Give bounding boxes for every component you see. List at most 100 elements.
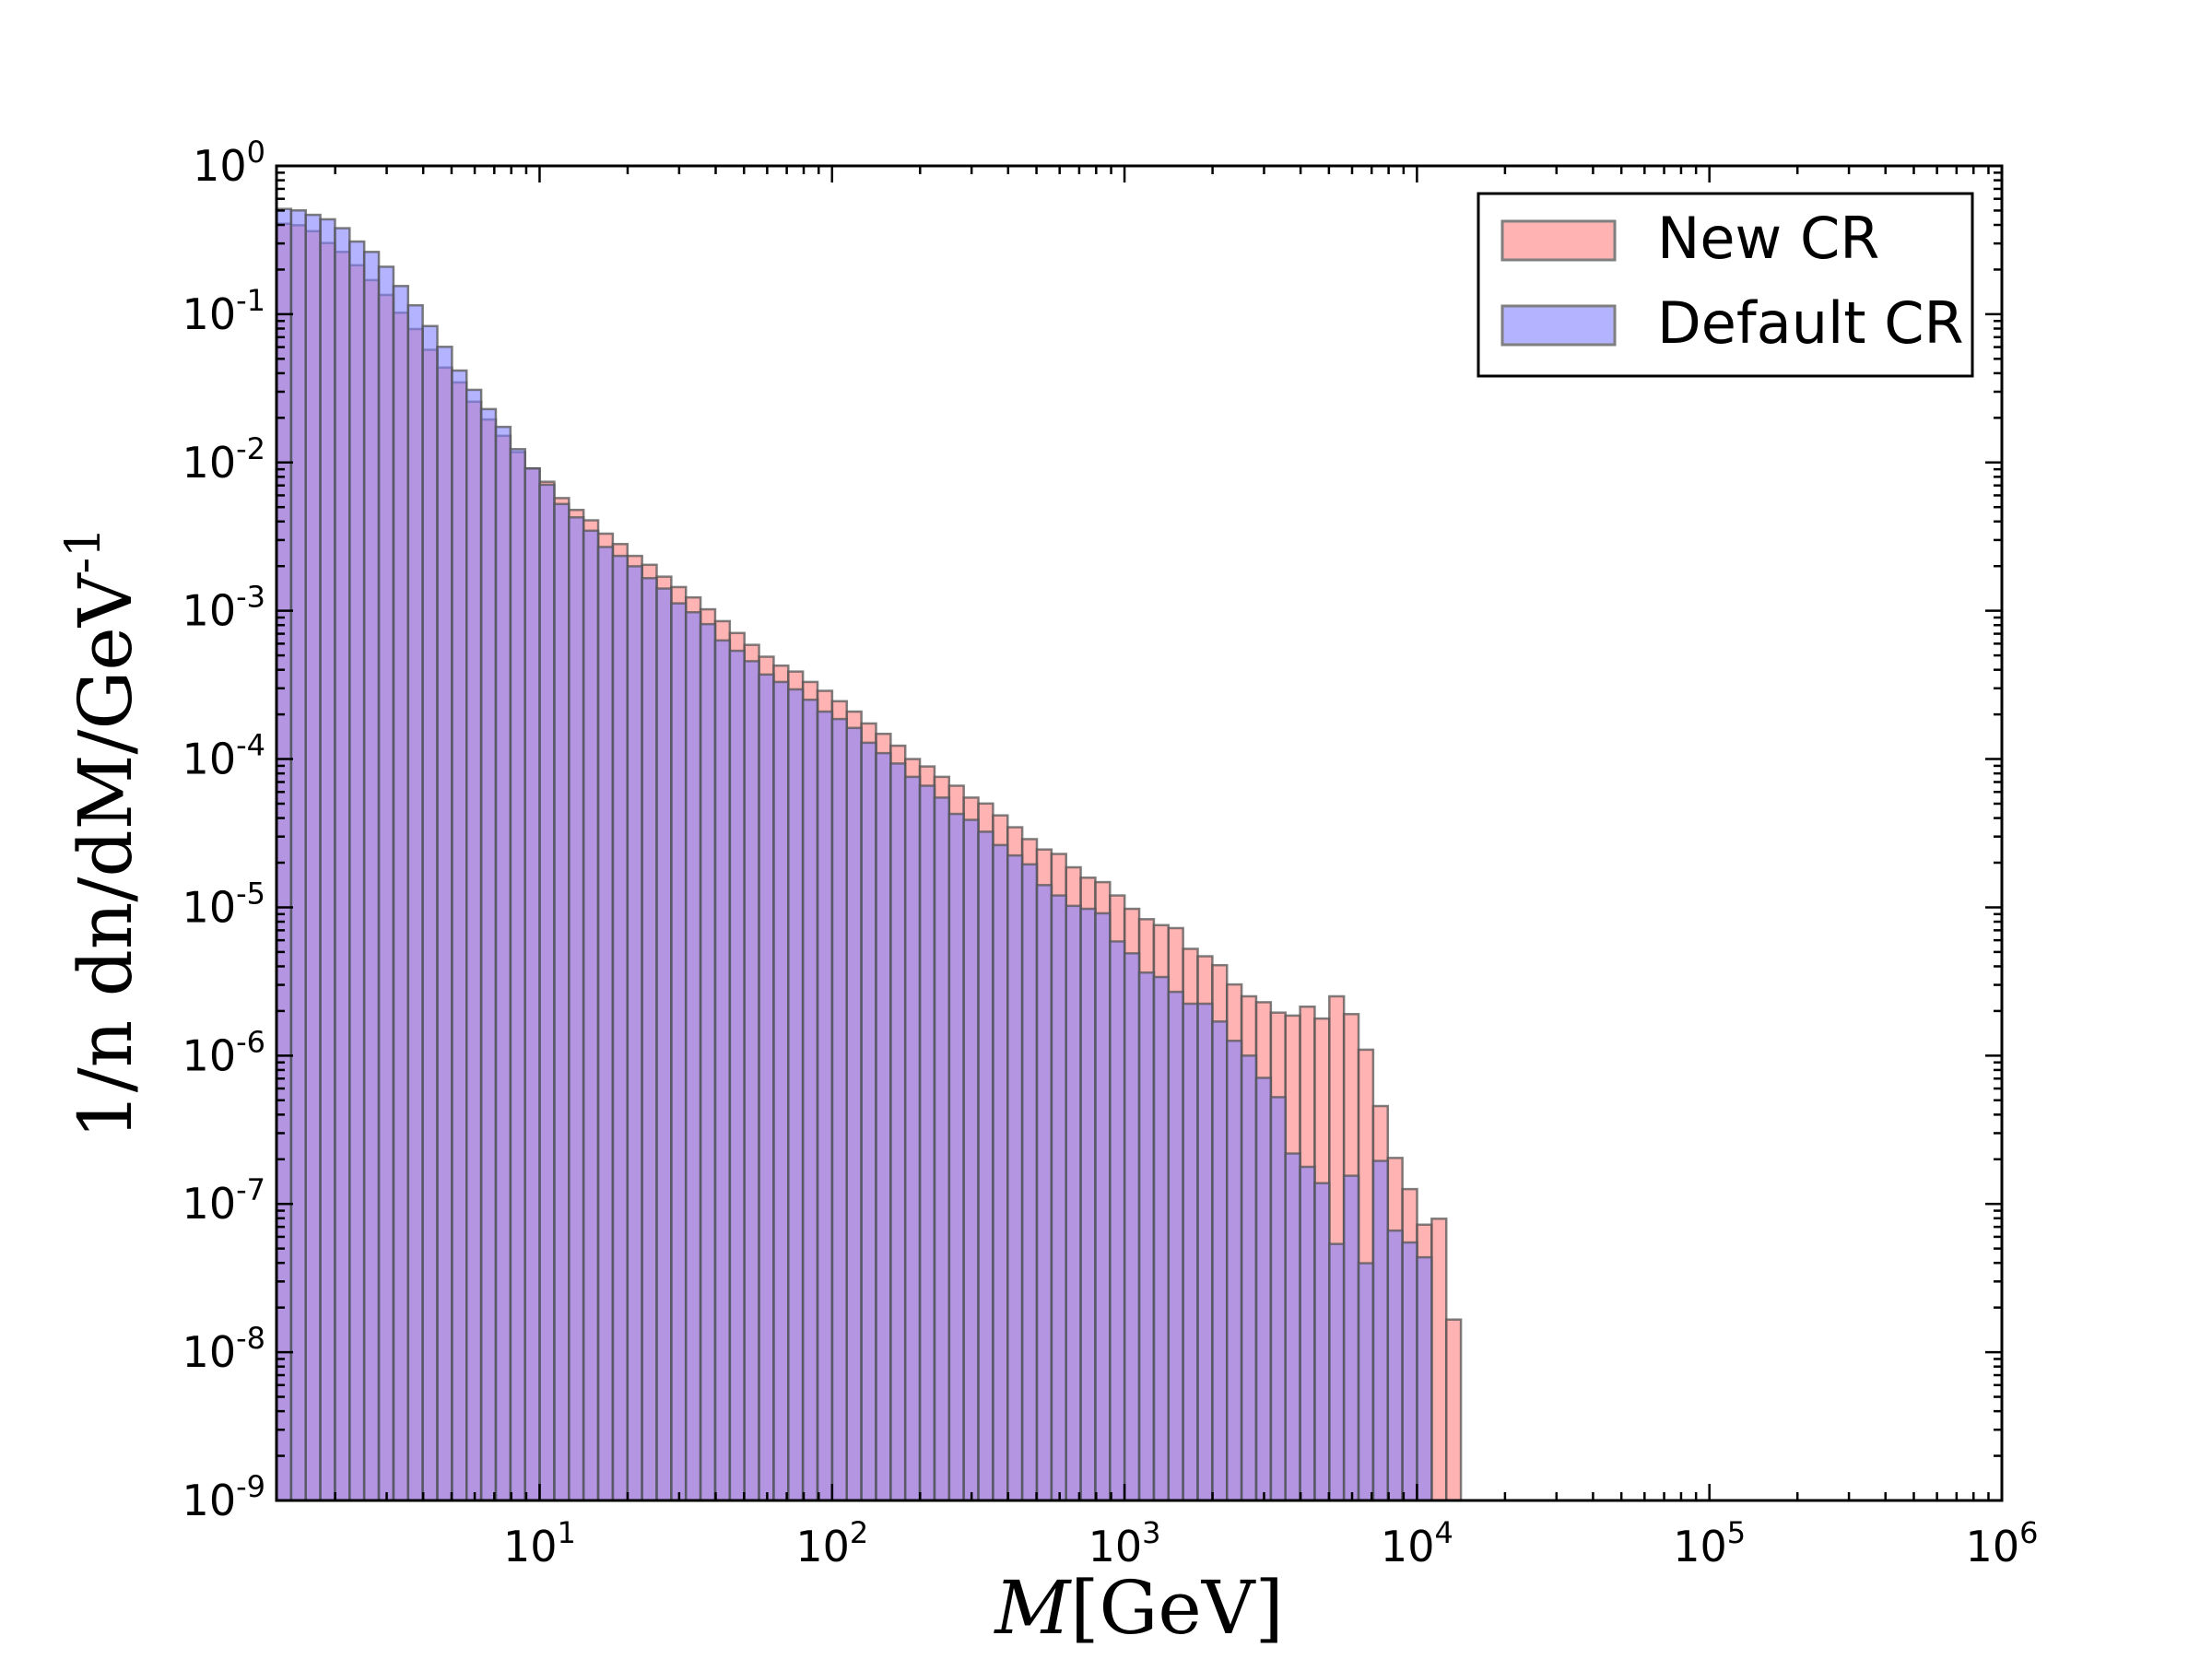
- bar-default-cr: [903, 775, 922, 1502]
- plot-frame: [275, 164, 2004, 1502]
- bar-default-cr: [1328, 1242, 1346, 1502]
- legend-label-default-cr: Default CR: [1657, 289, 1964, 357]
- bar-default-cr: [641, 577, 658, 1502]
- bar-default-cr: [860, 741, 877, 1502]
- bar-default-cr: [1123, 952, 1141, 1502]
- bar-default-cr: [304, 213, 322, 1502]
- bar-default-cr: [568, 516, 585, 1502]
- bar-default-cr: [1269, 1096, 1287, 1502]
- y-tick-labels: 100 10-1 10-2 10-3 10-4 10-5 10-6 10-7 10-8 10-9: [182, 135, 265, 1525]
- y-axis-title: 1/n dn/dM/GeV-1: [56, 527, 148, 1139]
- bar-default-cr: [801, 698, 819, 1502]
- bar-default-cr: [1182, 1002, 1199, 1502]
- bar-default-cr: [977, 830, 994, 1502]
- y-tick-label: 100: [193, 135, 265, 191]
- bar-default-cr: [524, 466, 541, 1502]
- bar-default-cr: [582, 529, 600, 1502]
- bar-default-cr: [743, 660, 760, 1502]
- bar-default-cr: [421, 324, 439, 1502]
- bar-default-cr: [933, 796, 951, 1502]
- series-default-cr-bars: [275, 207, 1433, 1502]
- x-tick-label: 103: [1088, 1515, 1161, 1571]
- bar-default-cr: [348, 240, 366, 1502]
- bar-default-cr: [1240, 1054, 1258, 1502]
- bar-default-cr: [816, 710, 834, 1502]
- bar-default-cr: [1050, 894, 1067, 1502]
- bar-default-cr: [772, 680, 790, 1502]
- y-tick-label: 10-6: [182, 1024, 265, 1080]
- bar-default-cr: [1006, 853, 1024, 1502]
- bar-default-cr: [1357, 1262, 1375, 1502]
- bar-default-cr: [992, 843, 1009, 1502]
- bar-new-cr: [1444, 1318, 1463, 1502]
- bar-default-cr: [1401, 1241, 1418, 1502]
- bar-default-cr: [509, 448, 526, 1502]
- bar-default-cr: [1299, 1165, 1316, 1502]
- bar-default-cr: [918, 784, 936, 1502]
- y-tick-label: 10-2: [182, 431, 265, 488]
- bar-default-cr: [289, 209, 307, 1502]
- y-tick-label: 10-4: [182, 728, 265, 784]
- x-tick-label: 104: [1381, 1515, 1453, 1571]
- bar-default-cr: [758, 673, 775, 1502]
- bar-default-cr: [465, 388, 483, 1502]
- bar-default-cr: [479, 407, 498, 1502]
- bar-default-cr: [1109, 940, 1126, 1502]
- bar-default-cr: [626, 565, 643, 1502]
- bar-default-cr: [699, 622, 717, 1502]
- bar-default-cr: [334, 227, 351, 1502]
- bar-default-cr: [1079, 907, 1097, 1502]
- y-tick-label: 10-8: [182, 1321, 265, 1377]
- bar-default-cr: [1094, 912, 1112, 1502]
- bar-default-cr: [1035, 884, 1053, 1502]
- bar-default-cr: [1313, 1182, 1331, 1502]
- x-tick-label: 102: [795, 1515, 868, 1571]
- bar-default-cr: [713, 639, 732, 1502]
- x-tick-label: 106: [1966, 1515, 2039, 1571]
- x-axis-title: M[GeV]: [993, 1565, 1283, 1651]
- bar-default-cr: [962, 818, 980, 1502]
- bar-default-cr: [596, 546, 615, 1502]
- legend-swatch-new-cr: [1500, 219, 1617, 262]
- bar-new-cr: [1430, 1218, 1448, 1502]
- bar-default-cr: [1254, 1077, 1273, 1502]
- bar-default-cr: [392, 285, 410, 1502]
- bar-default-cr: [875, 751, 892, 1502]
- legend-label-new-cr: New CR: [1657, 205, 1879, 272]
- bar-default-cr: [947, 812, 965, 1502]
- bar-default-cr: [611, 554, 629, 1502]
- bar-default-cr: [1416, 1255, 1433, 1502]
- legend-swatch-default-cr: [1500, 304, 1617, 347]
- y-tick-label: 10-3: [182, 580, 265, 636]
- bar-default-cr: [538, 483, 556, 1502]
- bar-default-cr: [1371, 1159, 1390, 1502]
- bar-default-cr: [1167, 990, 1184, 1502]
- bar-default-cr: [845, 726, 863, 1502]
- bar-default-cr: [1284, 1152, 1301, 1502]
- bar-default-cr: [1137, 971, 1156, 1502]
- bar-default-cr: [655, 587, 673, 1502]
- bar-default-cr: [684, 611, 702, 1502]
- x-tick-label: 105: [1673, 1515, 1746, 1571]
- bar-default-cr: [406, 303, 424, 1502]
- bar-default-cr: [889, 762, 907, 1502]
- bar-default-cr: [830, 717, 849, 1502]
- legend: New CR Default CR: [1477, 192, 1974, 378]
- bar-default-cr: [553, 502, 571, 1502]
- y-tick-label: 10-7: [182, 1172, 265, 1229]
- x-tick-labels: 101 102 103 104 105 106: [503, 1515, 2038, 1571]
- bar-default-cr: [494, 425, 512, 1502]
- bar-default-cr: [436, 346, 453, 1502]
- bar-default-cr: [787, 688, 805, 1502]
- bar-default-cr: [1196, 1002, 1214, 1502]
- bar-default-cr: [319, 218, 336, 1502]
- bar-default-cr: [1226, 1039, 1243, 1502]
- y-tick-label: 10-5: [182, 876, 265, 932]
- bar-default-cr: [377, 265, 395, 1502]
- bar-default-cr: [1152, 975, 1171, 1502]
- bar-default-cr: [1342, 1174, 1360, 1502]
- bar-default-cr: [1211, 1020, 1229, 1502]
- bar-default-cr: [670, 602, 688, 1502]
- bar-default-cr: [451, 369, 468, 1502]
